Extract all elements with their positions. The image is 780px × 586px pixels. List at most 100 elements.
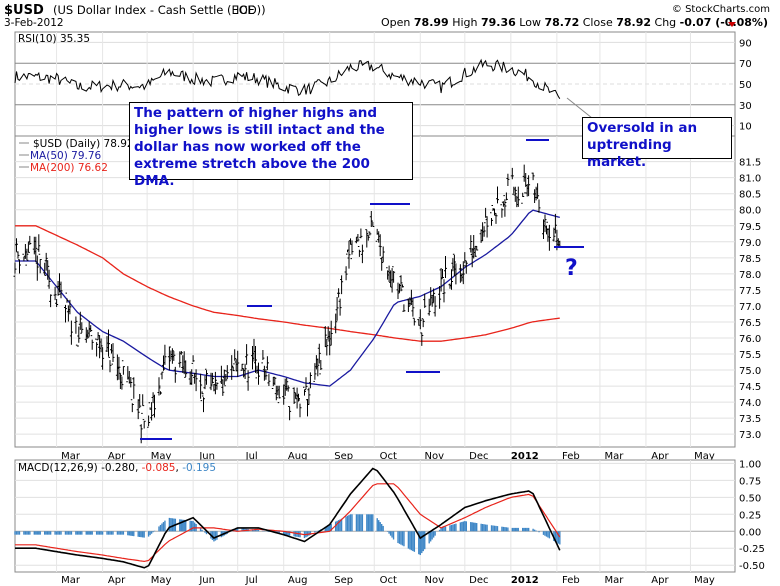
- macd-frame: [14, 459, 736, 573]
- symbol-title: $USD: [4, 3, 44, 18]
- rsi-y-ticks: 90 70 50 30 10: [739, 38, 752, 132]
- rsi-y-tick-label: 90: [739, 38, 752, 49]
- down-arrow-icon: [728, 22, 736, 27]
- macd-y-tick-label: 0.00: [739, 527, 761, 538]
- macd-x-tick-label: Mar: [604, 575, 624, 586]
- ohlc-readout: Open 78.99 High 79.36 Low 78.72 Close 78…: [381, 16, 768, 29]
- price-legend-swatch: [19, 142, 29, 168]
- macd-y-tick-label: 0.25: [739, 510, 761, 521]
- callout-line: higher lows is still intact and the: [134, 122, 385, 138]
- price-x-tick-label: 2012: [511, 451, 539, 462]
- macd-x-tick-label: Apr: [651, 575, 669, 586]
- macd-x-tick-label: Apr: [108, 575, 126, 586]
- price-y-tick-label: 81.5: [739, 158, 761, 169]
- callout-line: dollar has now worked off the: [134, 139, 361, 155]
- price-y-ticks: 81.5 81.0 80.5 80.0 79.5 79.0 78.5 78.0 77.5 77.0…: [739, 158, 761, 442]
- macd-x-tick-label: Feb: [562, 575, 580, 586]
- symbol-description: (US Dollar Index - Cash Settle (EOD)): [53, 3, 266, 17]
- price-legend-ma200: MA(200) 76.62: [30, 162, 108, 174]
- price-y-tick-label: 77.0: [739, 302, 761, 313]
- ma200-line: [15, 225, 560, 342]
- ma50-line: [15, 209, 560, 387]
- price-legend-ma50: MA(50) 79.76: [30, 150, 102, 162]
- callout-line: The pattern of higher highs and: [134, 105, 377, 121]
- price-y-tick-label: 74.0: [739, 398, 761, 409]
- macd-y-tick-label: -0.50: [739, 561, 765, 572]
- price-x-tick-label: May: [151, 451, 172, 462]
- price-y-tick-label: 80.5: [739, 190, 761, 201]
- price-grid: [15, 136, 735, 447]
- macd-legend: MACD(12,26,9) -0.280, -0.085, -0.195: [18, 462, 216, 474]
- price-y-tick-label: 76.0: [739, 334, 761, 345]
- price-y-tick-label: 77.5: [739, 286, 761, 297]
- macd-x-tick-label: Jul: [245, 575, 258, 586]
- rsi-y-tick-label: 70: [739, 59, 752, 70]
- chart-date: 3-Feb-2012: [4, 17, 64, 29]
- exchange-label: ICE: [236, 3, 255, 17]
- price-y-tick-label: 81.0: [739, 174, 761, 185]
- macd-histogram: [14, 514, 561, 556]
- macd-x-tick-label: Oct: [380, 575, 397, 586]
- price-x-tick-label: Sep: [334, 451, 353, 462]
- price-frame: [14, 135, 736, 448]
- callout-line: Oversold in an: [587, 120, 698, 136]
- price-y-tick-label: 74.5: [739, 382, 761, 393]
- price-y-tick-label: 79.5: [739, 222, 761, 233]
- macd-x-tick-label: Jun: [198, 575, 215, 586]
- question-mark: ?: [565, 256, 578, 281]
- price-x-tick-label: Jun: [198, 451, 215, 462]
- price-y-tick-label: 75.0: [739, 366, 761, 377]
- macd-x-tick-label: May: [151, 575, 172, 586]
- price-x-tick-label: Apr: [108, 451, 126, 462]
- price-x-tick-label: Mar: [604, 451, 624, 462]
- macd-x-tick-label: Nov: [425, 575, 445, 586]
- price-y-tick-label: 76.5: [739, 318, 761, 329]
- macd-line: [15, 467, 561, 569]
- macd-panel: 1.00 0.75 0.50 0.25 0.00 -0.25 -0.50 Mar Apr May…: [14, 459, 765, 586]
- price-x-tick-label: Aug: [288, 451, 308, 462]
- annotation-callout-oversold: Oversold in an uptrending market.: [582, 117, 732, 170]
- price-y-tick-label: 75.5: [739, 350, 761, 361]
- price-x-tick-label: Oct: [380, 451, 397, 462]
- price-legend-main: $USD (Daily) 78.92: [33, 138, 134, 150]
- callout-line: uptrending market.: [587, 137, 672, 170]
- callout-pointer: [566, 97, 593, 119]
- price-y-tick-label: 79.0: [739, 238, 761, 249]
- macd-x-tick-label: May: [694, 575, 715, 586]
- price-x-tick-label: May: [694, 451, 715, 462]
- price-x-tick-label: Apr: [651, 451, 669, 462]
- price-x-tick-label: Dec: [469, 451, 488, 462]
- price-panel: 81.5 81.0 80.5 80.0 79.5 79.0 78.5 78.0 77.5 77.0…: [13, 97, 761, 462]
- rsi-y-tick-label: 30: [739, 101, 752, 112]
- rsi-legend: RSI(10) 35.35: [18, 33, 90, 45]
- macd-x-tick-label: Aug: [288, 575, 308, 586]
- price-y-tick-label: 80.0: [739, 206, 761, 217]
- macd-y-tick-label: 0.75: [739, 476, 761, 487]
- macd-x-tick-label: Mar: [61, 575, 81, 586]
- price-x-tick-label: Mar: [61, 451, 81, 462]
- macd-y-ticks: 1.00 0.75 0.50 0.25 0.00 -0.25 -0.50: [739, 459, 765, 572]
- macd-x-tick-label: 2012: [511, 575, 539, 586]
- price-bars: [13, 164, 562, 444]
- price-y-tick-label: 73.5: [739, 414, 761, 425]
- watermark: © StockCharts.com: [672, 4, 770, 15]
- macd-y-tick-label: -0.25: [739, 544, 765, 555]
- price-y-tick-label: 78.0: [739, 270, 761, 281]
- price-y-tick-label: 78.5: [739, 254, 761, 265]
- annotation-callout-pattern: The pattern of higher highs and higher l…: [129, 102, 413, 189]
- macd-x-tick-label: Dec: [469, 575, 488, 586]
- macd-x-tick-label: Sep: [334, 575, 353, 586]
- callout-line: extreme stretch above the 200 DMA.: [134, 156, 370, 189]
- price-x-ticks: Mar Apr May Jun Jul Aug Sep Oct Nov Dec 2012 Feb Mar…: [61, 451, 715, 462]
- macd-grid: [15, 460, 735, 572]
- price-y-tick-label: 73.0: [739, 430, 761, 441]
- price-x-tick-label: Jul: [245, 451, 258, 462]
- rsi-y-tick-label: 10: [739, 122, 752, 133]
- trend-marks: [140, 139, 584, 440]
- macd-y-tick-label: 0.50: [739, 493, 761, 504]
- price-x-tick-label: Nov: [425, 451, 445, 462]
- macd-x-ticks: Mar Apr May Jun Jul Aug Sep Oct Nov Dec 2012 Feb Mar…: [61, 575, 715, 586]
- macd-y-tick-label: 1.00: [739, 459, 761, 470]
- rsi-line: [14, 58, 561, 99]
